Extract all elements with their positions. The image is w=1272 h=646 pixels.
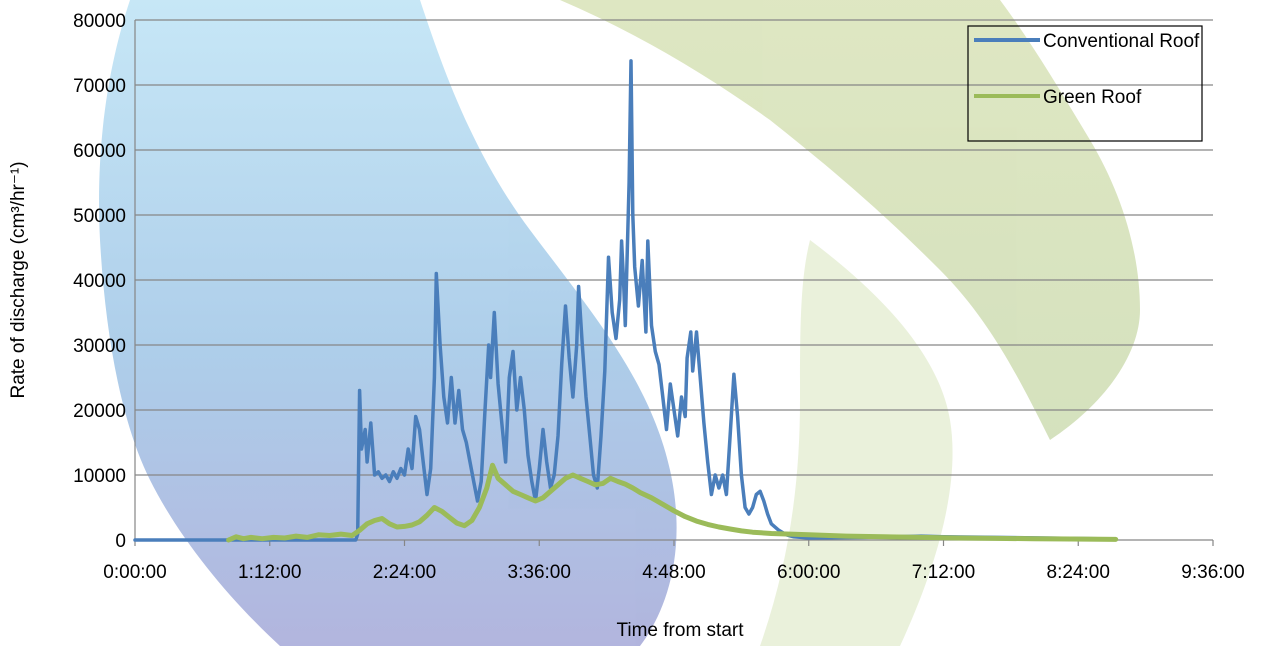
legend: Conventional Roof Green Roof [967,25,1203,142]
y-tick-label: 30000 [73,336,126,357]
y-tick-label: 10000 [73,466,126,487]
y-tick-label: 80000 [73,11,126,32]
x-tick-label: 4:48:00 [642,562,705,583]
legend-label-conventional-roof: Conventional Roof [1043,31,1200,52]
y-tick-label: 60000 [73,141,126,162]
legend-box [967,25,1203,142]
x-tick-label: 0:00:00 [103,562,166,583]
x-tick-label: 2:24:00 [373,562,436,583]
green-leaf-shape [560,0,1140,440]
x-tick-label: 3:36:00 [508,562,571,583]
blue-leaf-shape [99,0,677,646]
y-axis-title: Rate of discharge (cm³/hr⁻¹) [8,161,29,398]
series-line-conventional-roof [133,59,1118,542]
series-line-green-roof [226,462,1119,543]
x-tick-label: 7:12:00 [912,562,975,583]
x-tick-label: 1:12:00 [238,562,301,583]
y-axis: 0 10000 20000 30000 40000 50000 60000 70000 8000… [73,11,136,552]
x-tick-label: 8:24:00 [1047,562,1110,583]
x-tick-label: 6:00:00 [777,562,840,583]
y-tick-label: 20000 [73,401,126,422]
legend-label-green-roof: Green Roof [1043,87,1142,108]
green-leaf-lower-shape [760,240,953,646]
x-axis-title: Time from start [616,620,744,641]
y-tick-label: 0 [115,531,126,552]
x-tick-label: 9:36:00 [1181,562,1244,583]
y-tick-label: 40000 [73,271,126,292]
y-tick-label: 70000 [73,76,126,97]
series-layer [133,59,1119,543]
y-tick-label: 50000 [73,206,126,227]
